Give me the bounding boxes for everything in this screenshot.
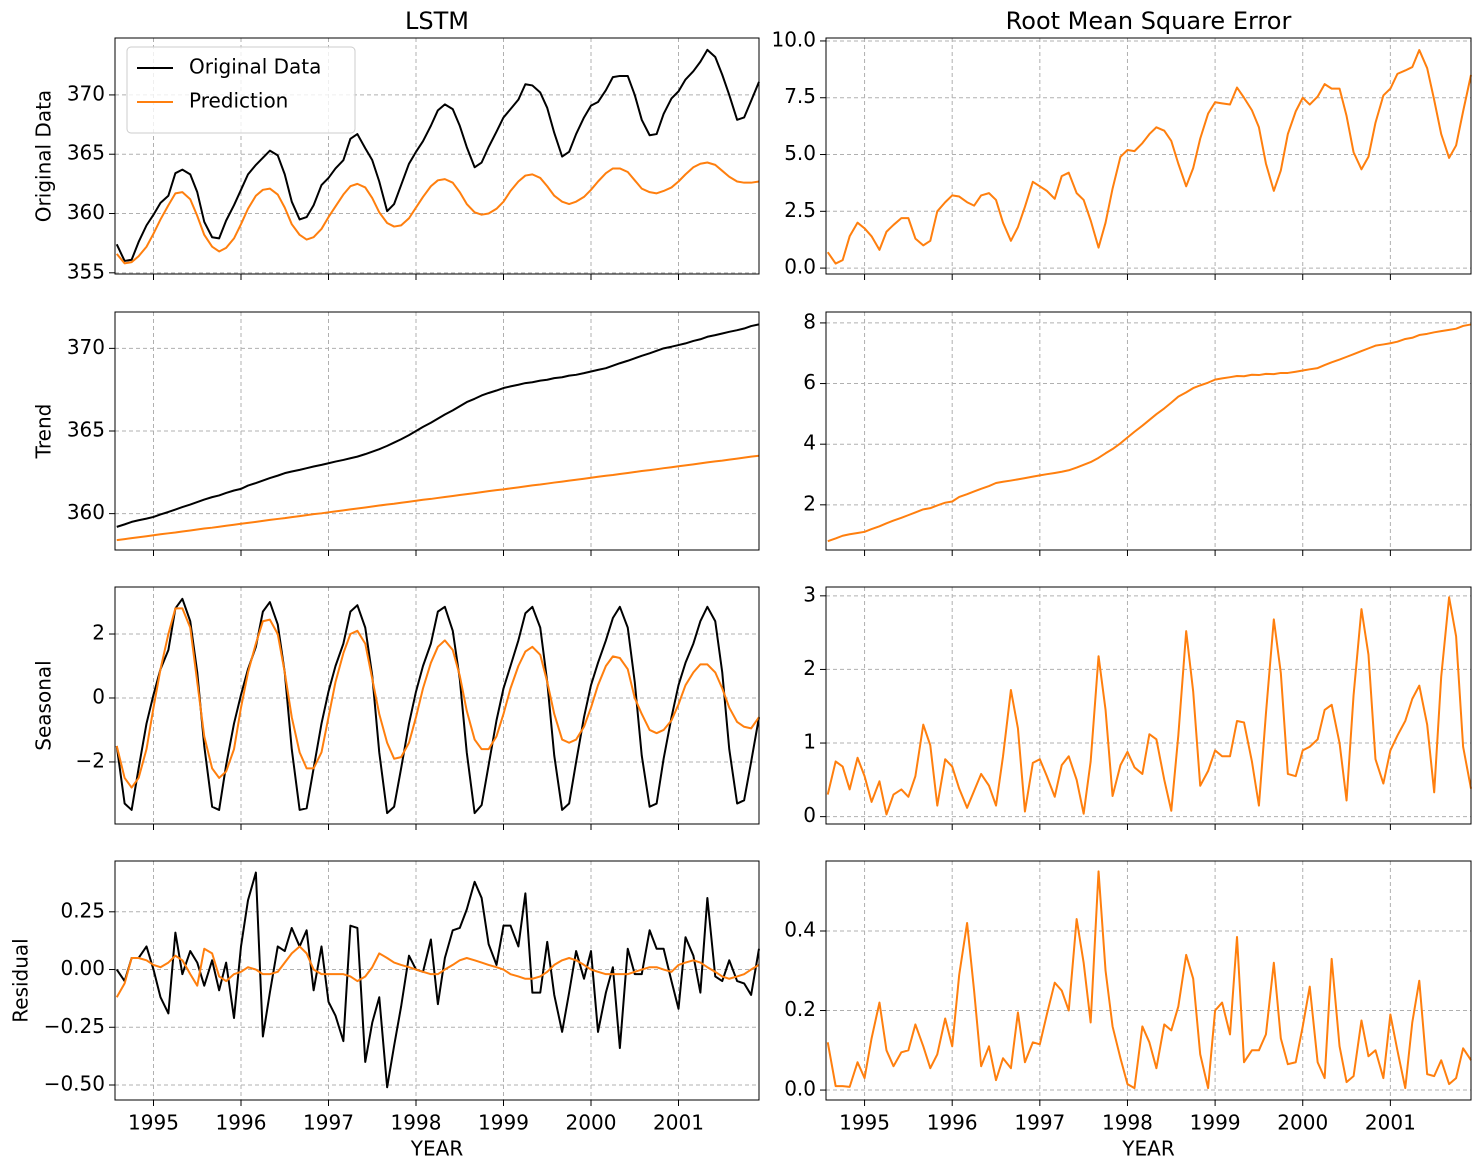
y-tick-label: 0.0 [784, 1077, 816, 1101]
x-tick-label: 1996 [216, 1111, 267, 1135]
x-tick-label: 2001 [1365, 1111, 1416, 1135]
plot-area [826, 312, 1471, 550]
x-tick-label: 1998 [1102, 1111, 1153, 1135]
y-tick-label: 0.0 [784, 255, 816, 279]
x-axis-label: YEAR [410, 1137, 464, 1161]
y-tick-label: 7.5 [784, 84, 816, 108]
legend-box [126, 46, 356, 134]
x-tick-label: 1999 [478, 1111, 529, 1135]
y-axis-label: Residual [9, 938, 33, 1022]
data-line [827, 323, 1472, 543]
axes-frame [114, 860, 760, 1101]
axes-frame [114, 37, 760, 275]
y-tick-label: 2 [92, 621, 105, 645]
y-tick-label: 3 [803, 582, 816, 606]
legend: Original Data Prediction [126, 46, 356, 134]
plot-area [826, 587, 1471, 824]
subplot: 1995 1996 1997 1998 1999 2000 2001 −0.50 −0.25 0.… [9, 860, 760, 1161]
plot-area [826, 861, 1471, 1100]
x-tick-label: 1995 [128, 1111, 179, 1135]
y-tick-label: 10.0 [771, 27, 816, 51]
y-tick-label: −0.25 [44, 1014, 105, 1038]
axes-frame [825, 311, 1472, 551]
x-tick-label: 1997 [303, 1111, 354, 1135]
y-tick-label: 6 [803, 370, 816, 394]
x-tick-label: 2001 [653, 1111, 704, 1135]
axes-frame [114, 586, 760, 825]
y-tick-label: 365 [67, 141, 105, 165]
axes-frame [825, 37, 1472, 275]
subplot: −2 0 2 Seasonal [32, 586, 760, 830]
y-tick-label: 0 [92, 684, 105, 708]
data-line [115, 871, 760, 1089]
axes-frame [825, 586, 1472, 825]
y-tick-label: 2 [803, 491, 816, 515]
y-tick-label: 365 [67, 418, 105, 442]
y-tick-label: 355 [67, 259, 105, 283]
data-line [826, 49, 1472, 265]
data-line [116, 454, 760, 542]
subplot: 360 365 370 Trend [32, 311, 760, 556]
data-line [826, 596, 1472, 816]
y-tick-label: 1 [803, 730, 816, 754]
data-line [115, 945, 760, 998]
y-tick-label: 2 [803, 656, 816, 680]
y-tick-label: 370 [67, 335, 105, 359]
y-tick-label: −0.50 [44, 1071, 105, 1095]
y-tick-label: 5.0 [784, 141, 816, 165]
y-axis-label: Original Data [32, 90, 56, 222]
data-line [115, 607, 760, 789]
x-tick-label: 1998 [391, 1111, 442, 1135]
x-axis-label: YEAR [1121, 1137, 1175, 1161]
y-tick-label: 360 [67, 500, 105, 524]
y-tick-label: 8 [803, 309, 816, 333]
x-tick-label: 1997 [1014, 1111, 1065, 1135]
data-line [115, 597, 760, 815]
x-tick-label: 1999 [1190, 1111, 1241, 1135]
plot-area [826, 38, 1471, 274]
subplot: 1995 1996 1997 1998 1999 2000 2001 0.0 0.2 0.4 YEA… [784, 860, 1472, 1161]
y-tick-label: 0.2 [784, 997, 816, 1021]
data-line [115, 161, 760, 265]
legend-label: Prediction [189, 89, 288, 113]
y-axis-label: Seasonal [32, 660, 56, 750]
y-tick-label: 0 [803, 803, 816, 827]
plot-area [115, 587, 759, 824]
y-tick-label: 360 [67, 200, 105, 224]
axes-frame [825, 860, 1472, 1101]
x-tick-label: 2000 [1277, 1111, 1328, 1135]
subplot-title: Root Mean Square Error [1006, 7, 1292, 35]
data-line [826, 870, 1472, 1090]
y-tick-label: 4 [803, 431, 816, 455]
subplot: 2 4 6 8 [803, 309, 1472, 556]
legend-label: Original Data [189, 55, 321, 79]
y-tick-label: 0.4 [784, 917, 816, 941]
subplot: 0.0 2.5 5.0 7.5 10.0 Root Mean Square Error [771, 7, 1472, 280]
axes-frame [114, 311, 760, 551]
x-tick-label: 2000 [566, 1111, 617, 1135]
x-tick-label: 1996 [927, 1111, 978, 1135]
plot-area [115, 861, 759, 1100]
x-tick-label: 1995 [839, 1111, 890, 1135]
subplot: 0 1 2 3 [803, 582, 1472, 830]
y-tick-label: 0.00 [60, 956, 105, 980]
y-tick-label: 2.5 [784, 198, 816, 222]
data-line [116, 323, 760, 528]
y-tick-label: −2 [76, 748, 105, 772]
data-line [115, 48, 760, 262]
subplot-title: LSTM [405, 7, 469, 35]
y-axis-label: Trend [32, 404, 56, 460]
y-tick-label: 370 [67, 81, 105, 105]
y-tick-label: 0.25 [60, 898, 105, 922]
